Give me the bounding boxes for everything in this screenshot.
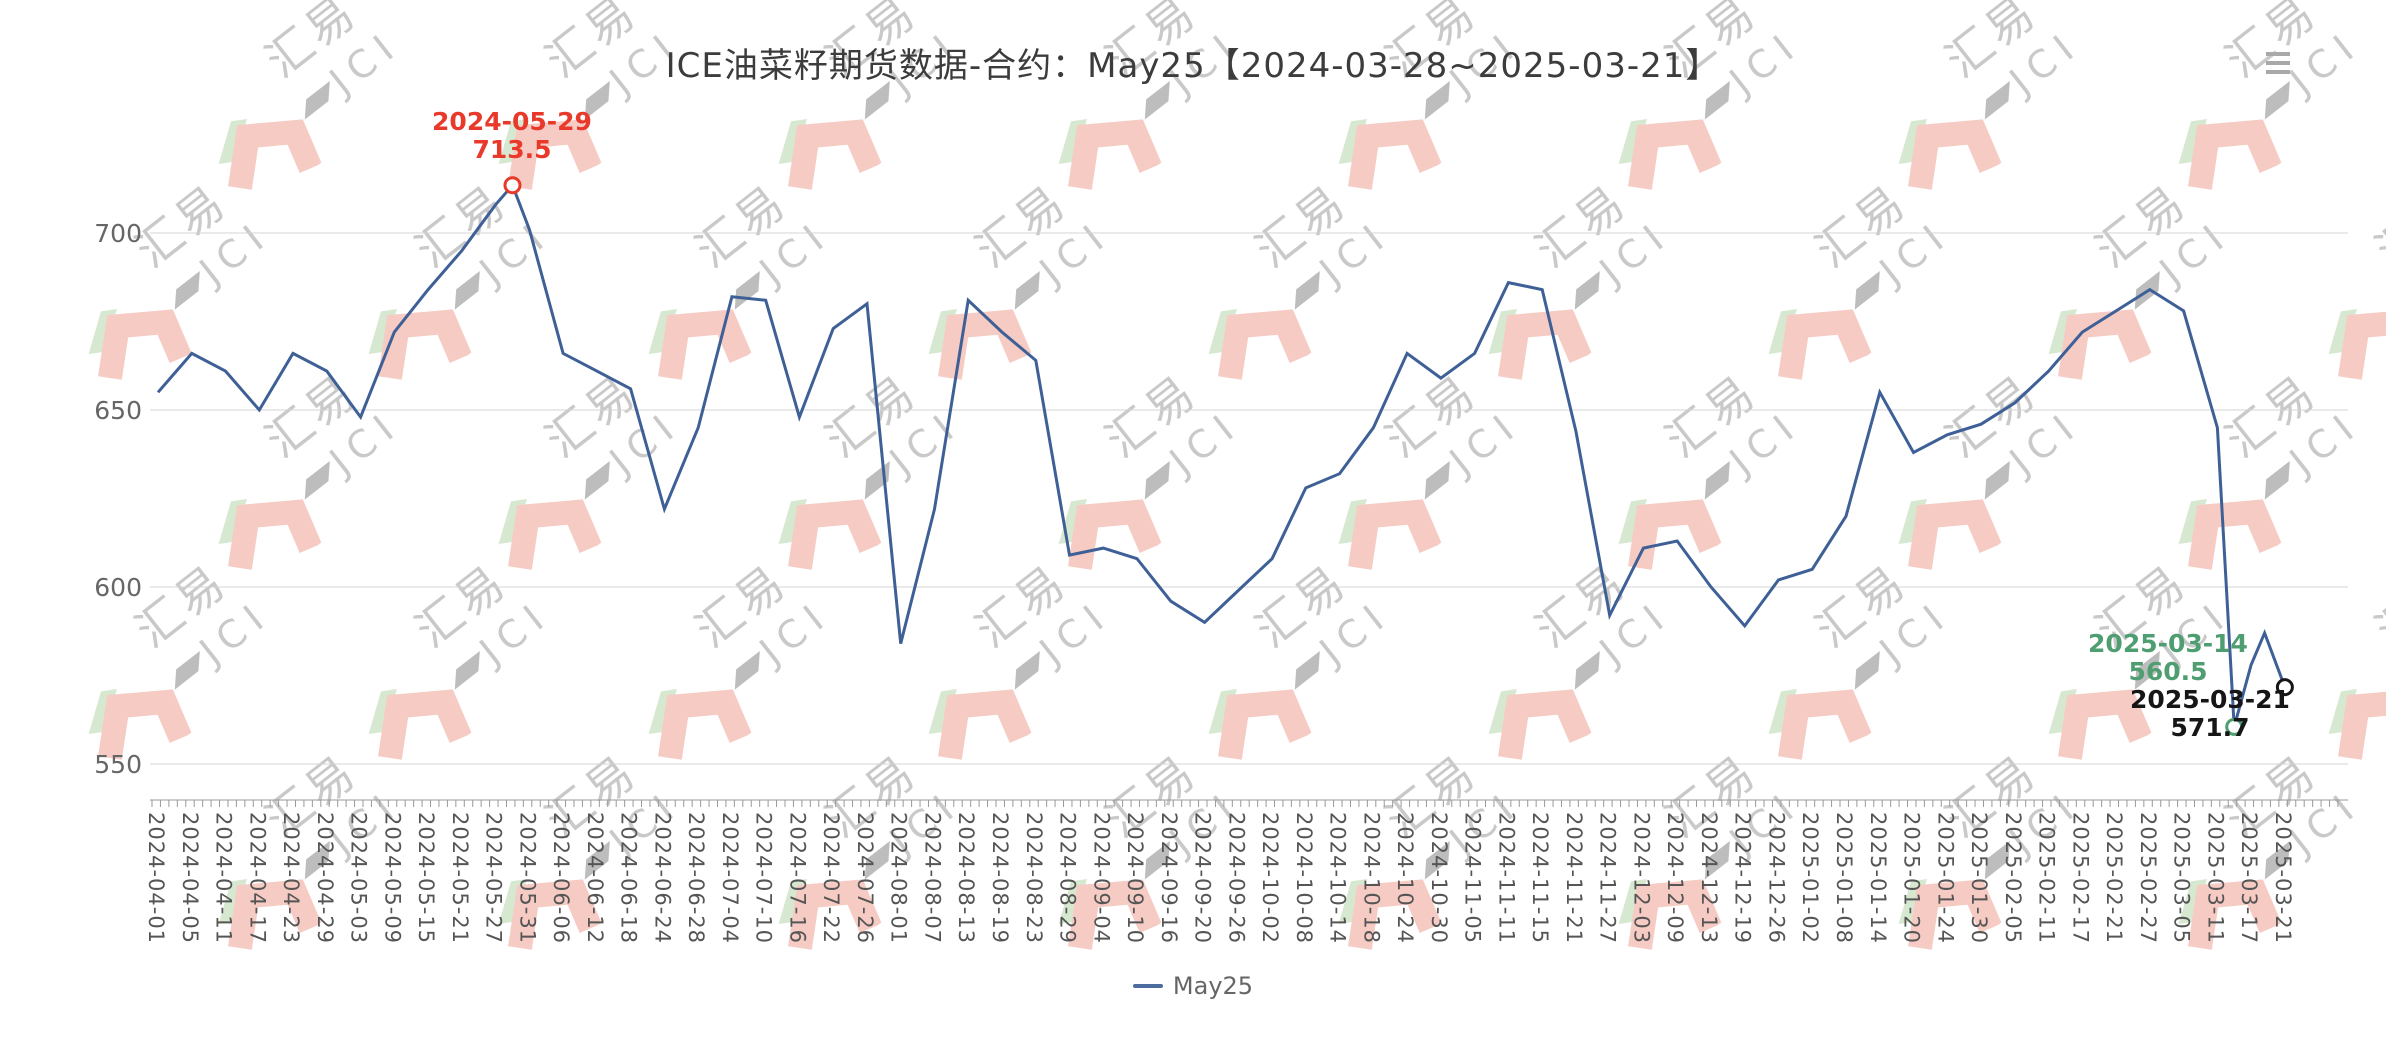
x-axis-label: 2024-05-21: [447, 812, 472, 945]
x-axis-label: 2024-05-31: [515, 812, 540, 945]
menu-bar: [2266, 70, 2290, 74]
x-axis-label: 2024-09-10: [1123, 812, 1148, 945]
x-axis-label: 2024-08-01: [886, 812, 911, 945]
menu-bar: [2266, 52, 2290, 56]
x-axis-label: 2024-11-21: [1561, 812, 1586, 945]
x-axis-label: 2024-11-27: [1595, 812, 1620, 945]
x-axis-label: 2024-08-13: [954, 812, 979, 945]
x-axis-label: 2024-05-15: [414, 812, 439, 945]
x-axis-label: 2025-02-17: [2068, 812, 2093, 945]
x-axis-label: 2025-01-20: [1899, 812, 1924, 945]
legend-item-may25[interactable]: May25: [0, 972, 2386, 1000]
x-axis-label: 2024-07-10: [751, 812, 776, 945]
x-axis-label: 2024-11-05: [1460, 812, 1485, 945]
x-axis-label: 2024-09-16: [1156, 812, 1181, 945]
x-axis-label: 2024-04-17: [245, 812, 270, 945]
x-axis-label: 2024-07-26: [852, 812, 877, 945]
x-axis-label: 2024-05-09: [380, 812, 405, 945]
max-date: 2024-05-29: [432, 107, 592, 136]
x-axis-label: 2024-12-03: [1629, 812, 1654, 945]
x-axis-label: 2025-03-21: [2270, 812, 2295, 945]
min-value: 560.5: [2128, 657, 2208, 686]
x-axis-label: 2025-02-21: [2102, 812, 2127, 945]
x-axis-label: 2024-08-23: [1021, 812, 1046, 945]
x-axis-label: 2024-07-22: [819, 812, 844, 945]
x-axis-label: 2024-12-26: [1764, 812, 1789, 945]
x-axis-label: 2024-08-07: [920, 812, 945, 945]
x-axis-label: 2024-09-20: [1190, 812, 1215, 945]
x-axis-label: 2024-06-28: [684, 812, 709, 945]
x-axis-label: 2024-06-12: [582, 812, 607, 945]
x-axis-label: 2024-11-11: [1494, 812, 1519, 945]
x-axis-label: 2024-04-29: [312, 812, 337, 945]
last-point-annotation: 2025-03-21 571.7: [2130, 686, 2290, 742]
x-axis-label: 2024-06-06: [549, 812, 574, 945]
x-axis-label: 2025-02-27: [2135, 812, 2160, 945]
x-axis-label: 2024-12-13: [1696, 812, 1721, 945]
x-axis-label: 2024-10-08: [1291, 812, 1316, 945]
x-axis-label: 2024-09-04: [1089, 812, 1114, 945]
x-axis-label: 2024-12-09: [1663, 812, 1688, 945]
last-point-marker: [2275, 678, 2294, 697]
legend-line-icon: [1132, 984, 1163, 988]
last-date: 2025-03-21: [2130, 685, 2290, 714]
min-date: 2025-03-14: [2088, 629, 2248, 658]
x-axis-label: 2024-07-16: [785, 812, 810, 945]
x-axis-label: 2024-06-18: [616, 812, 641, 945]
x-axis-label: 2024-10-18: [1359, 812, 1384, 945]
x-axis-label: 2024-04-01: [144, 812, 168, 945]
x-axis-label: 2025-01-14: [1865, 812, 1890, 945]
y-axis-label: 600: [94, 573, 142, 602]
x-axis-label: 2024-09-26: [1224, 812, 1249, 945]
y-axis-label: 550: [94, 750, 142, 779]
x-axis-label: 2025-02-11: [2034, 812, 2059, 945]
x-axis-label: 2024-10-14: [1325, 812, 1350, 945]
min-point-annotation: 2025-03-14 560.5: [2088, 630, 2248, 686]
x-axis-label: 2024-10-30: [1426, 812, 1451, 945]
y-axis-label: 650: [94, 396, 142, 425]
x-axis-label: 2024-10-24: [1393, 812, 1418, 945]
x-axis-label: 2024-04-23: [279, 812, 304, 945]
x-axis-label: 2025-03-17: [2237, 812, 2262, 945]
last-value: 571.7: [2170, 713, 2250, 742]
x-axis-label: 2025-03-05: [2169, 812, 2194, 945]
x-axis-label: 2025-01-30: [1967, 812, 1992, 945]
x-axis-label: 2024-05-27: [481, 812, 506, 945]
chart-title: ICE油菜籽期货数据-合约：May25【2024-03-28~2025-03-2…: [665, 46, 1721, 86]
max-value: 713.5: [472, 135, 552, 164]
y-axis-label: 700: [94, 219, 142, 248]
x-axis-label: 2024-07-04: [717, 812, 742, 945]
x-axis-label: 2024-12-19: [1730, 812, 1755, 945]
max-point-annotation: 2024-05-29 713.5: [432, 108, 592, 164]
x-axis-label: 2024-08-29: [1055, 812, 1080, 945]
x-axis-label: 2025-02-05: [2000, 812, 2025, 945]
x-axis-label: 2025-01-02: [1798, 812, 1823, 945]
x-axis-label: 2024-05-03: [346, 812, 371, 945]
x-axis-label: 2024-10-02: [1258, 812, 1283, 945]
x-axis-label: 2024-11-15: [1528, 812, 1553, 945]
x-axis-label: 2024-04-11: [211, 812, 236, 945]
x-axis-label: 2024-04-05: [177, 812, 202, 945]
x-axis-label: 2024-08-19: [988, 812, 1012, 945]
hamburger-menu-icon[interactable]: [2266, 52, 2290, 78]
x-axis-label: 2025-01-24: [1933, 812, 1958, 945]
x-axis-label: 2024-06-24: [650, 812, 675, 945]
menu-bar: [2266, 61, 2290, 65]
may25-price-line: [156, 182, 2287, 728]
max-point-marker: [503, 176, 522, 195]
x-axis-label: 2025-03-11: [2203, 812, 2228, 945]
legend-label: May25: [1172, 972, 1254, 1000]
x-axis-label: 2025-01-08: [1832, 812, 1856, 945]
min-point-marker: [2225, 717, 2244, 736]
